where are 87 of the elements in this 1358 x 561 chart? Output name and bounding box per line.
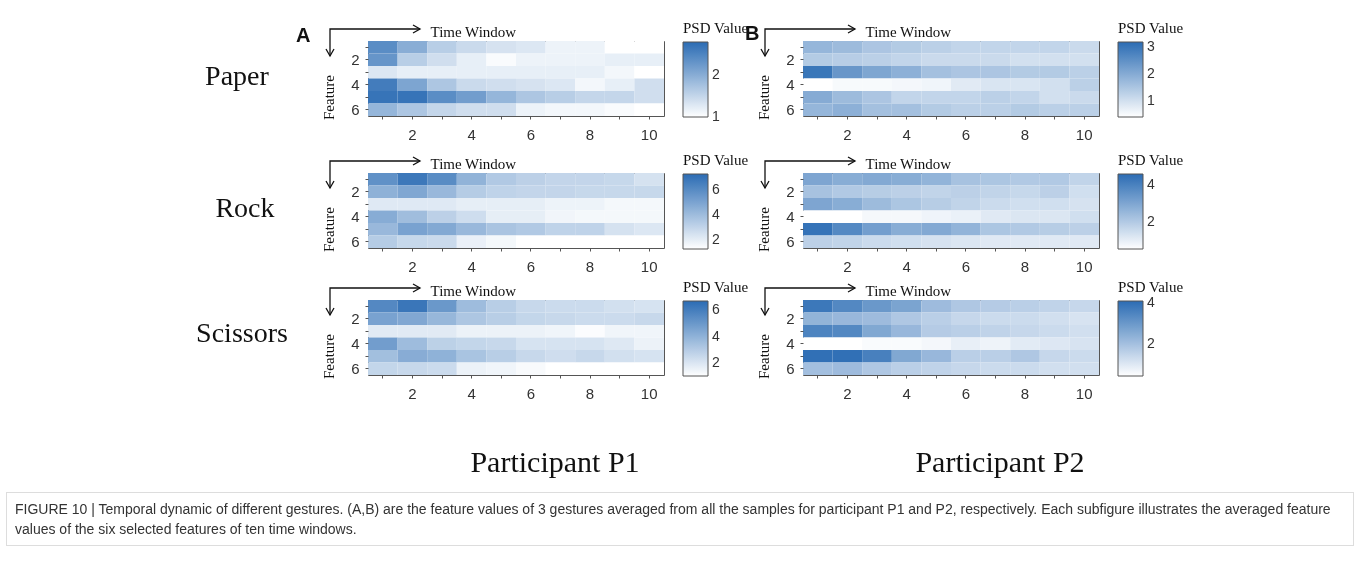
x-tick-label: 10 bbox=[1075, 125, 1093, 143]
color-bar-label: 2 bbox=[1147, 334, 1155, 351]
y-tick-label: 4 bbox=[786, 334, 795, 352]
x-tick-label: 8 bbox=[1020, 257, 1030, 275]
y-tick-label: 2 bbox=[351, 309, 360, 327]
color-bar-label: 4 bbox=[712, 327, 720, 344]
y-tick-label: 6 bbox=[351, 100, 360, 118]
color-bar-label: 1 bbox=[712, 108, 720, 124]
y-tick-label: 4 bbox=[351, 75, 360, 93]
y-tick-label: 6 bbox=[786, 359, 795, 377]
y-tick-label: 6 bbox=[786, 100, 795, 118]
text: A bbox=[296, 24, 311, 47]
x-tick-label: 8 bbox=[585, 125, 595, 143]
color-bar-title: PSD Value bbox=[1118, 279, 1184, 295]
x-tick-label: 8 bbox=[1020, 125, 1030, 143]
y-axis-title: Feature bbox=[755, 206, 772, 252]
color-bar-title: PSD Value bbox=[683, 279, 749, 295]
y-axis-title: Feature bbox=[755, 333, 772, 379]
text: Paper bbox=[205, 60, 269, 92]
y-tick-label: 4 bbox=[351, 207, 360, 225]
y-tick-label: 4 bbox=[351, 334, 360, 352]
color-bar-title: PSD Value bbox=[1118, 152, 1184, 168]
x-tick-label: 2 bbox=[843, 257, 852, 275]
color-bar-label: 1 bbox=[1147, 91, 1155, 108]
x-axis-title: Time Window bbox=[865, 282, 952, 299]
x-tick-label: 6 bbox=[961, 384, 970, 402]
text: Participant P1 bbox=[470, 445, 640, 479]
x-tick-label: 2 bbox=[408, 125, 417, 143]
color-bar-title: PSD Value bbox=[1118, 20, 1184, 36]
x-tick-label: 4 bbox=[902, 257, 911, 275]
x-tick-label: 10 bbox=[1075, 257, 1093, 275]
x-tick-label: 6 bbox=[526, 125, 535, 143]
x-tick-label: 4 bbox=[902, 125, 911, 143]
x-tick-label: 10 bbox=[640, 257, 658, 275]
text: Participant P2 bbox=[915, 445, 1085, 479]
x-axis-title: Time Window bbox=[430, 282, 517, 299]
x-tick-label: 2 bbox=[843, 125, 852, 143]
x-tick-label: 10 bbox=[1075, 384, 1093, 402]
y-tick-label: 2 bbox=[786, 309, 795, 327]
x-tick-label: 6 bbox=[526, 257, 535, 275]
x-tick-label: 4 bbox=[467, 257, 476, 275]
x-axis-title: Time Window bbox=[865, 155, 952, 172]
x-tick-label: 10 bbox=[640, 125, 658, 143]
x-tick-label: 6 bbox=[526, 384, 535, 402]
color-bar-label: 2 bbox=[712, 353, 720, 370]
color-bar-label: 6 bbox=[712, 181, 720, 198]
y-tick-label: 4 bbox=[786, 75, 795, 93]
y-tick-label: 6 bbox=[351, 359, 360, 377]
x-tick-label: 4 bbox=[902, 384, 911, 402]
color-bar-title: PSD Value bbox=[683, 152, 749, 168]
y-tick-label: 2 bbox=[351, 182, 360, 200]
x-tick-label: 8 bbox=[585, 257, 595, 275]
caption: FIGURE 10 | Temporal dynamic of different gestures. (A,B) are the feature values of 3 gestures averaged from all the samples for participant P1 and P2, respectively. Each subfigure illustrates the averaged feature values of the six selected features of ten time windows. bbox=[6, 492, 1354, 546]
y-tick-label: 2 bbox=[786, 182, 795, 200]
x-tick-label: 2 bbox=[843, 384, 852, 402]
x-tick-label: 2 bbox=[408, 384, 417, 402]
y-tick-label: 6 bbox=[351, 232, 360, 250]
x-axis-title: Time Window bbox=[430, 23, 517, 40]
color-bar-label: 4 bbox=[1147, 175, 1155, 192]
color-bar-label: 2 bbox=[1147, 65, 1155, 82]
x-tick-label: 4 bbox=[467, 125, 476, 143]
x-axis-title: Time Window bbox=[865, 23, 952, 40]
y-tick-label: 2 bbox=[351, 50, 360, 68]
color-bar-label: 2 bbox=[1147, 212, 1155, 229]
y-axis-title: Feature bbox=[320, 206, 337, 252]
x-tick-label: 4 bbox=[467, 384, 476, 402]
y-axis-title: Feature bbox=[755, 74, 772, 120]
text: Rock bbox=[215, 192, 275, 224]
text: Scissors bbox=[196, 317, 288, 349]
x-tick-label: 2 bbox=[408, 257, 417, 275]
color-bar-label: 4 bbox=[1147, 294, 1155, 311]
y-axis-title: Feature bbox=[320, 333, 337, 379]
color-bar-label: 3 bbox=[1147, 38, 1155, 55]
x-axis-title: Time Window bbox=[430, 155, 517, 172]
x-tick-label: 8 bbox=[585, 384, 595, 402]
x-tick-label: 6 bbox=[961, 257, 970, 275]
x-tick-label: 10 bbox=[640, 384, 658, 402]
y-axis-title: Feature bbox=[320, 74, 337, 120]
color-bar-label: 4 bbox=[712, 206, 720, 223]
y-tick-label: 6 bbox=[786, 232, 795, 250]
color-bar-label: 6 bbox=[712, 301, 720, 318]
y-tick-label: 4 bbox=[786, 207, 795, 225]
x-tick-label: 8 bbox=[1020, 384, 1030, 402]
color-bar-label: 2 bbox=[712, 66, 720, 83]
x-tick-label: 6 bbox=[961, 125, 970, 143]
y-tick-label: 2 bbox=[786, 50, 795, 68]
color-bar-label: 2 bbox=[712, 231, 720, 248]
